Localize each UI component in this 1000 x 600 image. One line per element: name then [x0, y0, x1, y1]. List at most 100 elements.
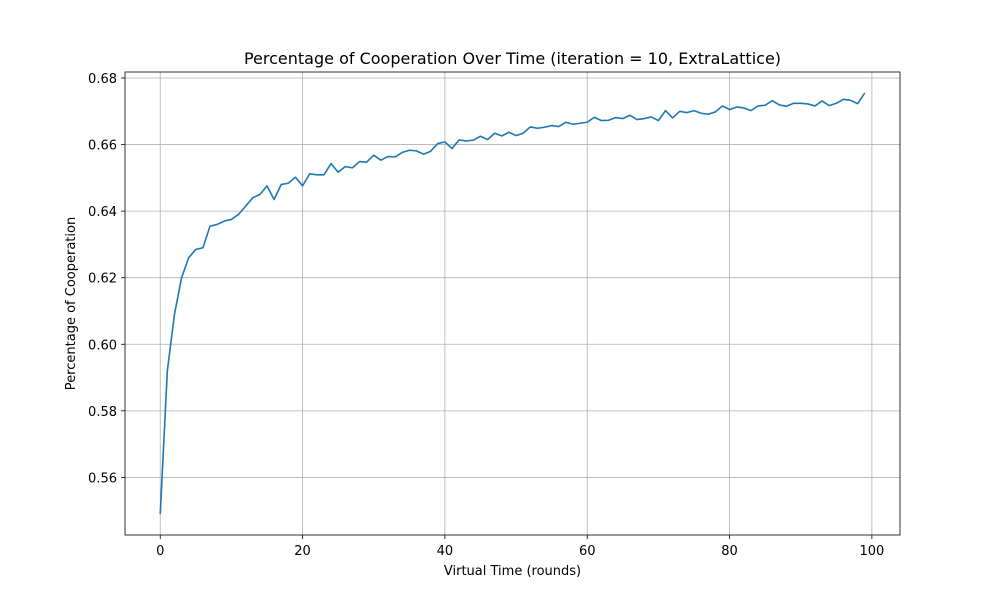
data-point	[685, 111, 688, 114]
data-point	[415, 149, 418, 152]
data-point	[550, 124, 553, 127]
data-point	[472, 139, 475, 142]
data-point	[678, 110, 681, 113]
x-tick-label: 100	[859, 544, 884, 559]
data-point	[358, 160, 361, 163]
data-point	[408, 149, 411, 152]
data-point	[422, 153, 425, 156]
data-point	[586, 121, 589, 124]
plot-frame	[124, 71, 901, 536]
data-point	[486, 138, 489, 141]
data-point	[436, 142, 439, 145]
data-point	[515, 134, 518, 137]
data-point	[764, 104, 767, 107]
data-point	[564, 121, 567, 124]
data-point	[607, 119, 610, 122]
data-point	[728, 108, 731, 111]
data-point	[443, 140, 446, 143]
x-tick-label: 20	[294, 544, 311, 559]
data-point	[386, 155, 389, 158]
data-point	[365, 161, 368, 164]
data-point	[379, 159, 382, 162]
data-point	[194, 248, 197, 251]
data-point	[813, 104, 816, 107]
data-point	[778, 103, 781, 106]
data-point	[671, 116, 674, 119]
data-point	[479, 135, 482, 138]
data-point	[863, 91, 866, 94]
data-point	[166, 369, 169, 372]
data-point	[223, 220, 226, 223]
data-point	[522, 132, 525, 135]
data-point	[657, 119, 660, 122]
data-point	[571, 123, 574, 126]
data-point	[664, 109, 667, 112]
data-point	[700, 112, 703, 115]
data-point	[251, 196, 254, 199]
data-point	[201, 246, 204, 249]
data-point	[500, 134, 503, 137]
data-point	[792, 102, 795, 105]
data-point	[835, 102, 838, 105]
data-point	[230, 218, 233, 221]
series-line	[159, 92, 866, 515]
data-point	[621, 117, 624, 120]
data-point	[828, 104, 831, 107]
data-point	[401, 151, 404, 154]
data-point	[258, 193, 261, 196]
data-point	[301, 184, 304, 187]
y-tick-label: 0.58	[88, 405, 117, 420]
data-point	[600, 119, 603, 122]
data-point	[799, 102, 802, 105]
data-point	[842, 98, 845, 101]
data-point	[643, 117, 646, 120]
data-point	[849, 99, 852, 102]
data-point	[465, 139, 468, 142]
data-point	[507, 131, 510, 134]
data-point	[294, 176, 297, 179]
data-point	[579, 122, 582, 125]
data-point	[650, 115, 653, 118]
data-point	[692, 109, 695, 112]
data-point	[593, 116, 596, 119]
data-point	[429, 150, 432, 153]
data-point	[344, 165, 347, 168]
chart-title: Percentage of Cooperation Over Time (ite…	[244, 49, 781, 68]
ticks: 0 20 40 60 80 100 0.56 0.58 0.60 0.62 0.64 0.66 0.68	[88, 72, 884, 559]
y-tick-label: 0.56	[88, 471, 117, 486]
x-tick-label: 0	[156, 544, 164, 559]
data-point	[287, 182, 290, 185]
y-tick-label: 0.64	[88, 205, 117, 220]
data-point	[280, 183, 283, 186]
data-point	[244, 205, 247, 208]
data-point	[856, 102, 859, 105]
data-point	[216, 223, 219, 226]
x-tick-label: 40	[437, 544, 454, 559]
series-layer	[159, 91, 866, 516]
data-point	[159, 513, 162, 516]
data-point	[714, 110, 717, 113]
y-tick-label: 0.60	[88, 338, 117, 353]
data-point	[394, 155, 397, 158]
data-point	[821, 99, 824, 102]
data-point	[173, 313, 176, 316]
data-point	[351, 166, 354, 169]
data-point	[721, 104, 724, 107]
data-point	[735, 105, 738, 108]
data-point	[273, 198, 276, 201]
x-axis-label: Virtual Time (rounds)	[444, 564, 581, 579]
data-point	[330, 162, 333, 165]
data-point	[372, 154, 375, 157]
data-point	[458, 138, 461, 141]
data-point	[451, 147, 454, 150]
data-point	[265, 184, 268, 187]
grid	[125, 72, 900, 535]
data-point	[636, 118, 639, 121]
data-point	[707, 113, 710, 116]
data-point	[749, 109, 752, 112]
x-tick-label: 60	[579, 544, 596, 559]
data-point	[493, 132, 496, 135]
data-point	[308, 172, 311, 175]
data-point	[543, 126, 546, 129]
